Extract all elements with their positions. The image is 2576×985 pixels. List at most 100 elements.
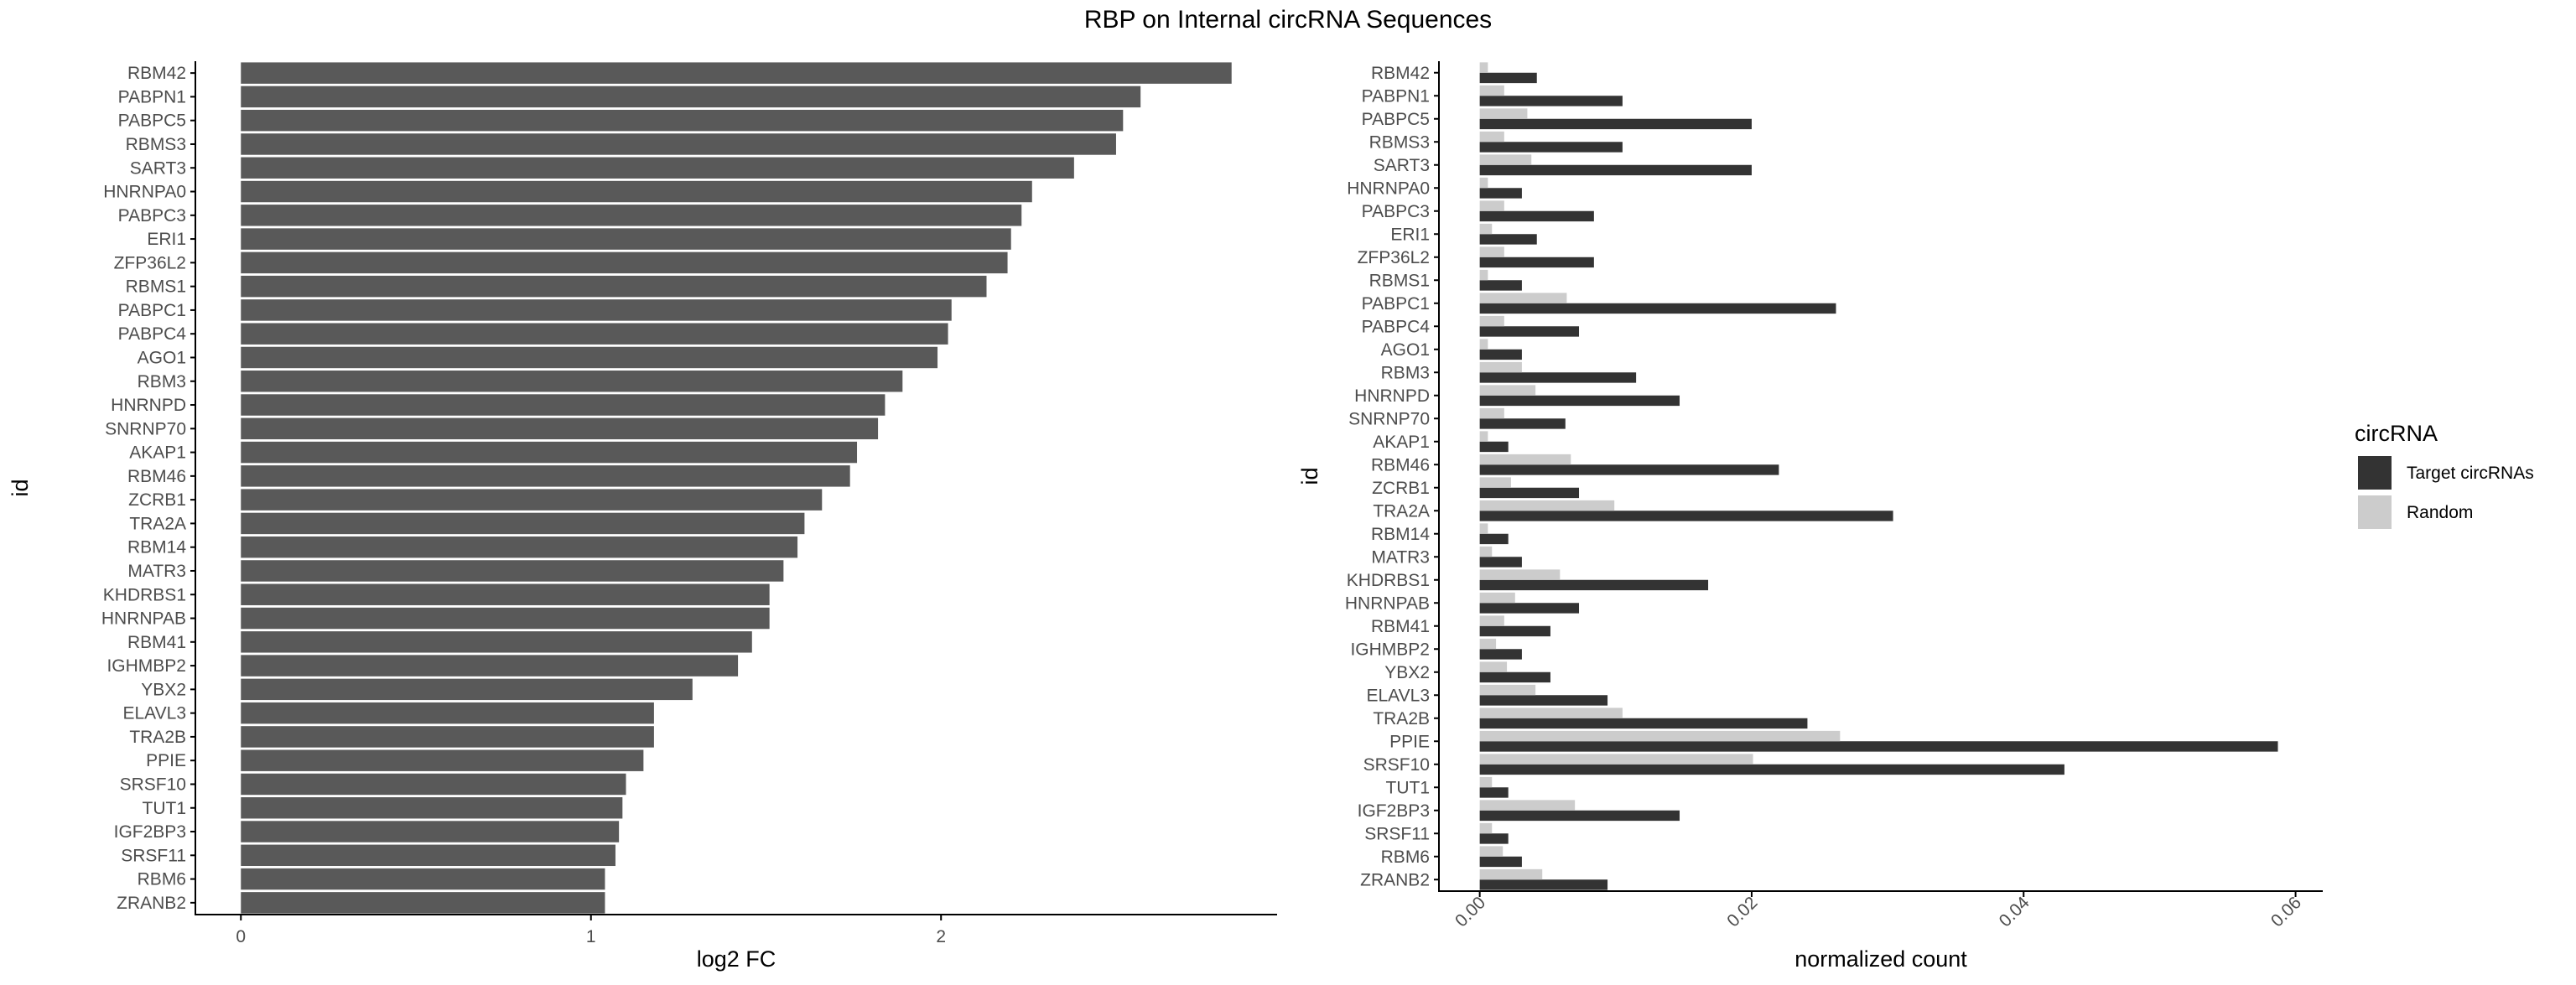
legend-title: circRNA — [2355, 421, 2438, 446]
bar-hnrnpab — [241, 607, 770, 630]
y-tick-label-rbm46: RBM46 — [1371, 455, 1430, 474]
bar-random-ppie — [1479, 730, 1841, 742]
y-tick-label-hnrnpd: HNRNPD — [111, 396, 186, 415]
y-tick-label-pabpc3: PABPC3 — [1362, 202, 1430, 221]
bar-target-circrnas-srsf10 — [1479, 764, 2064, 775]
y-tick-label-eri1: ERI1 — [1390, 225, 1430, 244]
bar-target-circrnas-khdrbs1 — [1479, 579, 1709, 591]
bar-random-tut1 — [1479, 776, 1493, 788]
bar-zfp36l2 — [241, 251, 1008, 274]
bar-rbm3 — [241, 371, 903, 392]
y-tick-label-rbm6: RBM6 — [138, 870, 186, 889]
bar-random-zranb2 — [1479, 868, 1543, 880]
x-tick-label: 0 — [236, 927, 246, 946]
bar-sart3 — [241, 157, 1074, 179]
y-tick-label-ighmbp2: IGHMBP2 — [1350, 640, 1430, 659]
right-x-axis-title: normalized count — [1794, 946, 1967, 972]
bar-target-circrnas-ppie — [1479, 741, 2278, 752]
bar-zcrb1 — [241, 489, 823, 511]
bar-random-rbms1 — [1479, 269, 1488, 281]
y-tick-label-rbms1: RBMS1 — [1369, 271, 1430, 290]
bar-random-rbm14 — [1479, 523, 1488, 534]
bar-target-circrnas-eri1 — [1479, 234, 1537, 245]
bar-target-circrnas-pabpc5 — [1479, 118, 1752, 130]
right-x-ticks: 0.00 0.02 0.04 0.06 — [1452, 891, 2305, 931]
bar-random-pabpc1 — [1479, 293, 1567, 303]
bar-target-circrnas-hnrnpa0 — [1479, 188, 1522, 199]
right-y-tick-labels: RBM42 PABPN1 PABPC5 RBMS3 SART3 HNRNPA0 PABPC3… — [1345, 64, 1430, 890]
bar-igf2bp3 — [241, 821, 620, 842]
bar-target-circrnas-tra2b — [1479, 718, 1808, 729]
bar-tra2a — [241, 512, 805, 535]
bar-target-circrnas-rbm41 — [1479, 625, 1550, 637]
bar-random-hnrnpa0 — [1479, 177, 1488, 189]
bar-target-circrnas-zranb2 — [1479, 879, 1608, 890]
y-tick-label-khdrbs1: KHDRBS1 — [103, 585, 186, 604]
y-tick-label-tra2b: TRA2B — [1373, 709, 1430, 728]
legend-key-random — [2358, 495, 2392, 529]
bar-zranb2 — [241, 892, 605, 914]
y-tick-label-matr3: MATR3 — [1371, 547, 1430, 567]
right-panel-normalized-count: RBM42 PABPN1 PABPC5 RBMS3 SART3 HNRNPA0 PABPC3… — [1297, 61, 2323, 972]
bar-random-sart3 — [1479, 154, 1532, 165]
y-tick-label-pabpc3: PABPC3 — [118, 206, 186, 226]
bar-random-pabpn1 — [1479, 85, 1504, 96]
legend-key-target — [2358, 456, 2392, 490]
y-tick-label-tut1: TUT1 — [143, 799, 187, 818]
bar-random-matr3 — [1479, 546, 1493, 557]
bar-ago1 — [241, 346, 938, 369]
bar-rbms3 — [241, 133, 1116, 155]
left-bars — [241, 62, 1232, 914]
y-tick-label-rbm3: RBM3 — [1381, 363, 1430, 382]
bar-pabpc5 — [241, 109, 1124, 132]
bar-random-igf2bp3 — [1479, 800, 1576, 811]
y-tick-label-elavl3: ELAVL3 — [123, 704, 187, 723]
x-tick-label: 0.00 — [1452, 893, 1489, 931]
y-tick-label-hnrnpab: HNRNPAB — [1345, 594, 1430, 613]
bar-random-rbm46 — [1479, 454, 1571, 465]
bar-target-circrnas-tut1 — [1479, 787, 1509, 798]
y-tick-label-ybx2: YBX2 — [141, 680, 186, 699]
bar-target-circrnas-pabpc3 — [1479, 210, 1594, 222]
bar-random-rbm6 — [1479, 846, 1504, 857]
left-y-axis-title: id — [8, 479, 33, 496]
bar-random-eri1 — [1479, 223, 1493, 235]
y-tick-label-akap1: AKAP1 — [129, 443, 186, 463]
y-tick-label-snrnp70: SNRNP70 — [1348, 409, 1430, 428]
y-tick-label-srsf11: SRSF11 — [121, 846, 186, 865]
y-tick-label-pabpc5: PABPC5 — [118, 111, 186, 131]
y-tick-label-rbm6: RBM6 — [1381, 848, 1430, 867]
bar-target-circrnas-matr3 — [1479, 557, 1522, 568]
y-tick-label-srsf11: SRSF11 — [1364, 824, 1430, 843]
bar-random-hnrnpab — [1479, 592, 1515, 604]
bar-random-snrnp70 — [1479, 407, 1504, 419]
bar-random-pabpc3 — [1479, 200, 1504, 211]
y-tick-label-tra2a: TRA2A — [1373, 501, 1430, 521]
y-tick-label-rbm41: RBM41 — [1371, 617, 1430, 636]
x-tick-label: 0.02 — [1723, 893, 1761, 931]
bar-random-tra2a — [1479, 500, 1615, 511]
legend-label-target: Target circRNAs — [2407, 464, 2534, 483]
bar-hnrnpa0 — [241, 180, 1032, 203]
bar-target-circrnas-ighmbp2 — [1479, 649, 1522, 660]
bar-ighmbp2 — [241, 655, 739, 677]
y-tick-label-ighmbp2: IGHMBP2 — [106, 656, 186, 676]
bar-random-srsf11 — [1479, 822, 1493, 834]
right-y-axis-title: id — [1297, 467, 1322, 485]
bar-rbm42 — [241, 62, 1232, 84]
bar-random-rbms3 — [1479, 131, 1504, 143]
chart-title: RBP on Internal circRNA Sequences — [1084, 6, 1492, 34]
y-tick-label-khdrbs1: KHDRBS1 — [1347, 571, 1430, 590]
y-tick-label-pabpc4: PABPC4 — [1362, 317, 1431, 336]
bar-random-pabpc5 — [1479, 108, 1528, 119]
bar-target-circrnas-hnrnpd — [1479, 395, 1680, 407]
bar-snrnp70 — [241, 417, 879, 440]
left-x-ticks: 0 1 2 — [236, 915, 946, 946]
bar-target-circrnas-zcrb1 — [1479, 487, 1580, 499]
y-tick-label-rbm41: RBM41 — [127, 633, 186, 652]
left-panel-log2fc: RBM42 PABPN1 PABPC5 RBMS3 SART3 HNRNPA0 PABPC3… — [8, 61, 1277, 972]
y-tick-label-tra2a: TRA2A — [129, 514, 186, 533]
y-tick-label-rbm14: RBM14 — [127, 538, 186, 557]
y-tick-label-matr3: MATR3 — [127, 562, 186, 581]
y-tick-label-zfp36l2: ZFP36L2 — [1358, 248, 1430, 267]
